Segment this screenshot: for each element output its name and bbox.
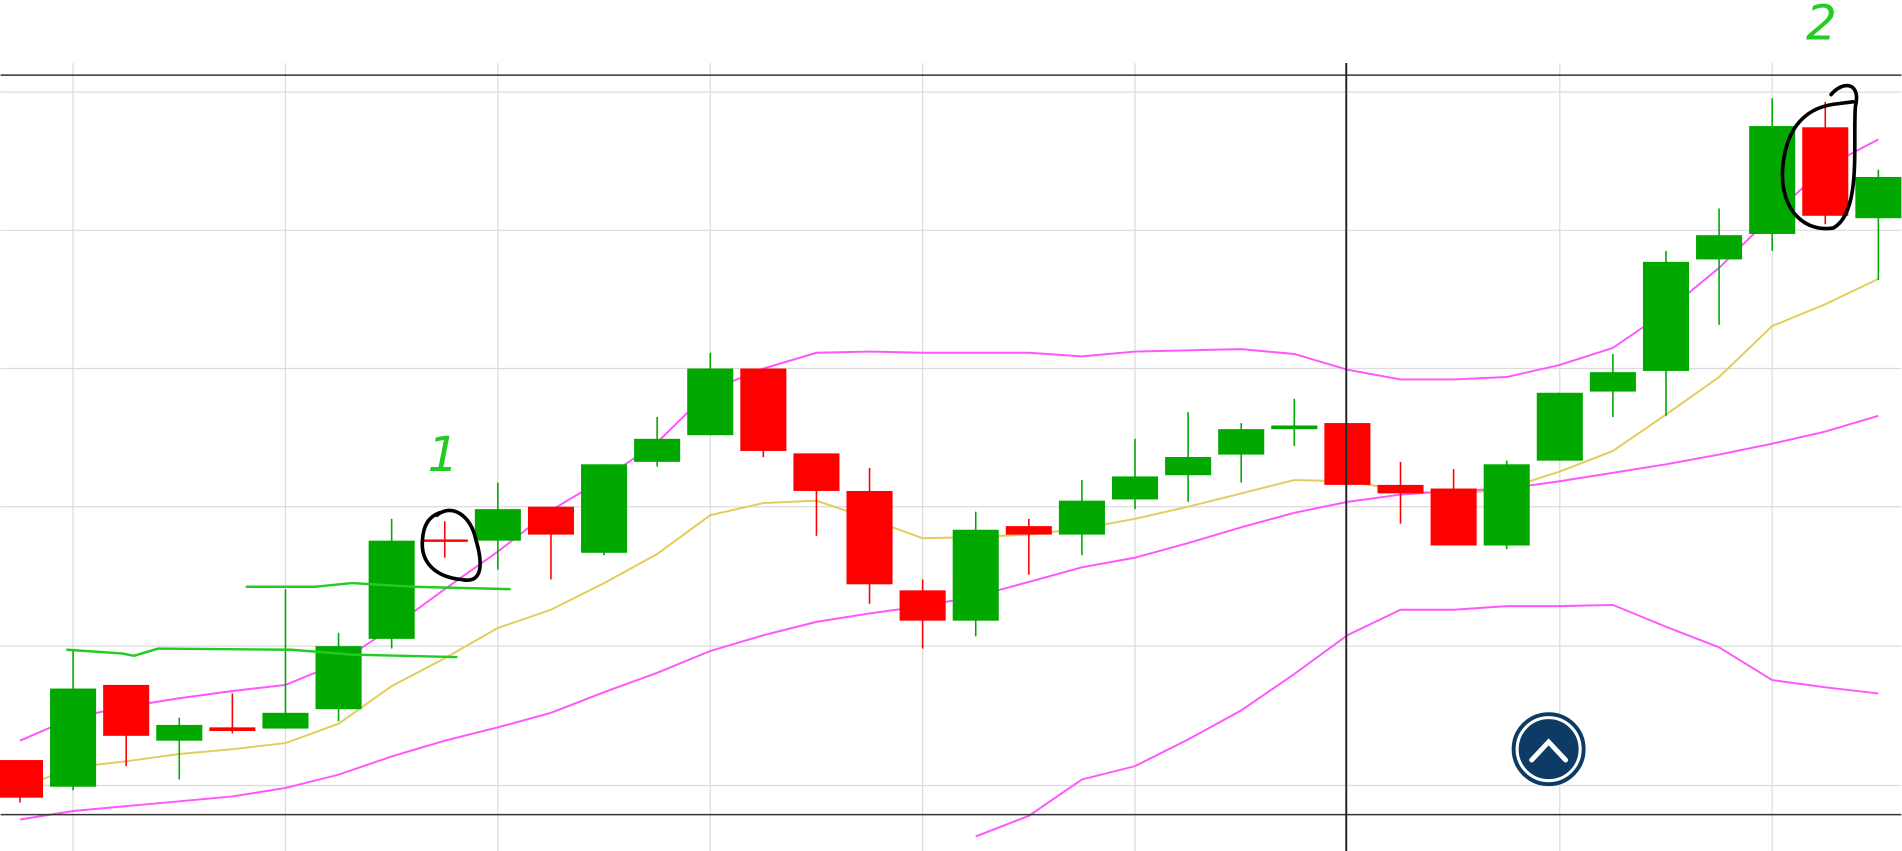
candle-body	[527, 506, 574, 535]
candle-body	[1377, 484, 1424, 494]
overlay-line	[19, 414, 1879, 821]
candle-body	[1111, 476, 1159, 500]
candle-body	[846, 490, 893, 585]
overlays	[19, 138, 1879, 838]
overlay-line	[19, 277, 1879, 789]
candles	[0, 98, 1902, 803]
candle-body	[1324, 423, 1371, 485]
candle-body	[793, 453, 840, 491]
scribbles	[66, 83, 1859, 659]
candle-body	[740, 368, 787, 451]
candle-body	[315, 646, 362, 710]
candle-body	[474, 509, 521, 541]
button-circle[interactable]	[1511, 712, 1586, 787]
candle-body	[103, 684, 150, 736]
candle-body	[1589, 372, 1636, 392]
annotation: 2	[1806, 0, 1837, 52]
candle-body	[156, 724, 203, 741]
candle-body	[1271, 425, 1318, 430]
candle-body	[1536, 392, 1583, 461]
candle-body	[50, 688, 97, 787]
candle-body	[1218, 429, 1265, 455]
candle-body	[1005, 526, 1052, 535]
candle-body	[634, 438, 681, 462]
candle-body	[0, 760, 44, 798]
candle-body	[1430, 488, 1477, 546]
scribble-circle	[420, 508, 482, 582]
candle-body	[1483, 464, 1530, 546]
scribble-circle	[1780, 83, 1859, 231]
candle-body	[1058, 500, 1105, 535]
scribble-line	[66, 647, 458, 659]
candle-body	[368, 540, 415, 639]
candle-body	[209, 727, 256, 731]
annotation: 1	[428, 427, 459, 483]
grid	[0, 63, 1902, 851]
button-icon[interactable]	[1529, 738, 1569, 763]
candle-body	[1165, 457, 1212, 476]
overlay-line	[975, 603, 1879, 838]
scroll-top-button[interactable]	[1511, 712, 1586, 787]
candle-body	[1855, 176, 1902, 219]
candle-body	[952, 529, 999, 621]
candle-body	[1802, 127, 1849, 216]
candle-body	[581, 464, 628, 553]
button-ring[interactable]	[1515, 716, 1582, 783]
annotations: 12	[428, 0, 1837, 483]
candle-body	[899, 590, 946, 621]
candle-body	[687, 368, 734, 436]
candle-body	[262, 712, 309, 729]
candle-body	[1642, 261, 1690, 371]
scribble-line	[245, 581, 511, 591]
candle-body	[421, 539, 468, 542]
candle-body	[1696, 235, 1743, 260]
